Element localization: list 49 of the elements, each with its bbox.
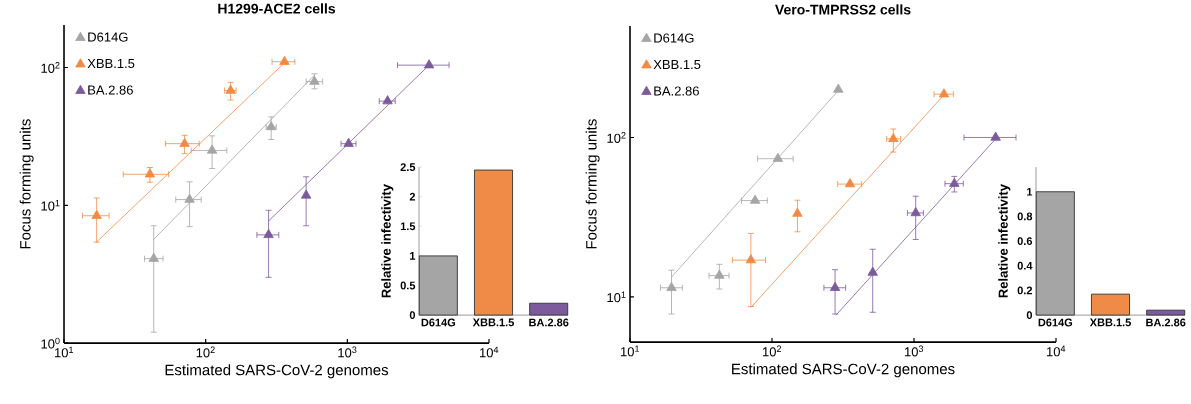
y-axis-title: Focus forming units (19, 119, 34, 249)
y-tick-label: 0.5 (400, 281, 416, 290)
bar (418, 255, 458, 316)
legend-label: BA.2.86 (88, 85, 133, 95)
y-tick-label: 10$^{1}$ (41, 199, 60, 211)
y-axis-title: Focus forming units (585, 119, 600, 249)
bar (474, 169, 513, 316)
legend-label: BA.2.86 (654, 86, 699, 96)
chart-title: H1299-ACE2 cells (218, 3, 336, 14)
x-tick-label: 10$^{2}$ (762, 345, 782, 357)
x-axis-title: Estimated SARS-CoV-2 genomes (732, 363, 955, 378)
y-tick-label: 10$^{0}$ (41, 337, 60, 349)
x-tick-label: XBB.1.5 (472, 318, 514, 327)
y-tick-label: 0.4 (1017, 261, 1033, 270)
bar (1146, 309, 1186, 316)
legend-label: D614G (654, 33, 694, 43)
x-tick-label: 10$^{3}$ (338, 346, 357, 358)
y-tick-label: 0.8 (1017, 212, 1033, 221)
bar (1091, 293, 1130, 316)
x-tick-label: D614G (421, 318, 456, 327)
y-tick-label: 1 (410, 252, 416, 260)
y-tick-label: 0 (1026, 311, 1033, 319)
x-tick-label: 10$^{3}$ (904, 345, 924, 357)
y-tick-label: 2.5 (400, 163, 416, 171)
y-axis-title: Relative infectivity (998, 184, 1011, 298)
x-tick-label: 10$^{4}$ (479, 346, 499, 358)
y-tick-label: 2 (409, 192, 416, 201)
x-tick-label: BA.2.86 (1146, 318, 1186, 327)
legend-label: XBB.1.5 (87, 58, 135, 69)
legend-label: D614G (88, 32, 128, 42)
x-tick-label: 10$^{4}$ (1046, 345, 1066, 357)
chart-title: Vero-TMPRSS2 cells (775, 4, 911, 15)
x-tick-label: D614G (1038, 318, 1073, 327)
bar (1035, 191, 1075, 316)
bar (529, 302, 569, 316)
y-tick-label: 0.2 (1017, 286, 1033, 295)
x-axis-title: Estimated SARS-CoV-2 genomes (165, 364, 389, 379)
x-tick-label: BA.2.86 (529, 318, 569, 327)
x-tick-label: 10$^{1}$ (620, 345, 640, 357)
y-axis-title: Relative infectivity (381, 184, 394, 298)
legend-label: XBB.1.5 (653, 59, 701, 70)
y-tick-label: 1.5 (400, 222, 416, 231)
x-tick-label: 10$^{1}$ (54, 346, 74, 358)
x-tick-label: XBB.1.5 (1089, 318, 1131, 327)
y-tick-label: 0.6 (1017, 237, 1033, 245)
y-tick-label: 10$^{2}$ (41, 62, 60, 73)
y-tick-label: 0 (409, 311, 416, 319)
x-tick-label: 10$^{2}$ (196, 346, 215, 358)
y-tick-label: 1 (1027, 187, 1033, 196)
